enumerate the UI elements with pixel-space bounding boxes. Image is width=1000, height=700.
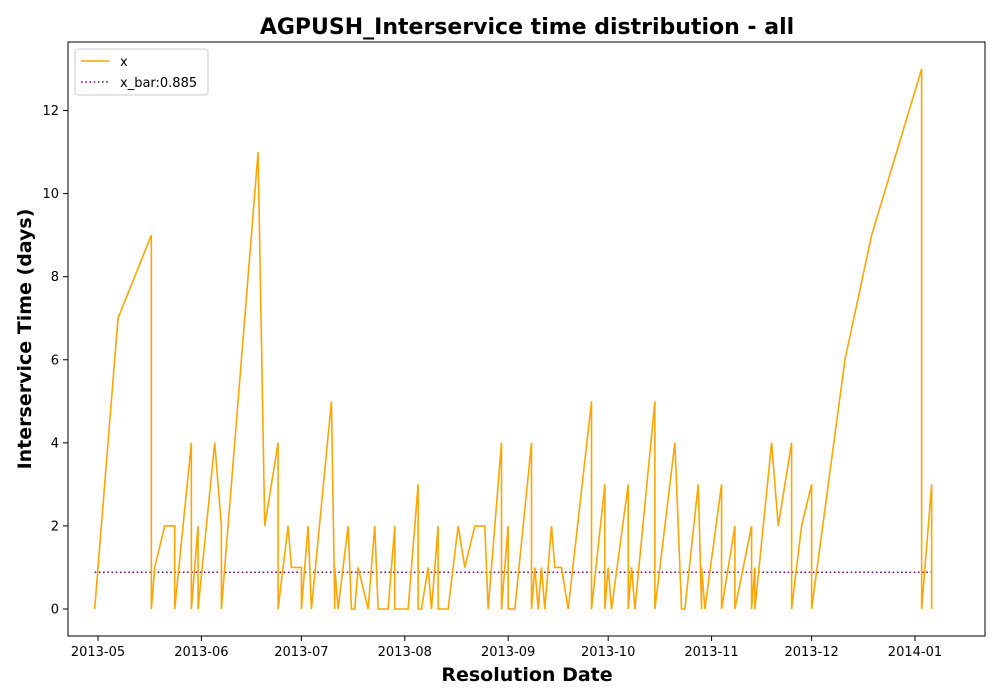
x-axis: 2013-05 2013-06 2013-07 2013-08 2013-09 2013-…: [71, 636, 942, 660]
y-axis: 0 2 4 6 8 10 12: [42, 104, 68, 617]
x-tick-label: 2013-06: [174, 645, 228, 660]
x-tick-label: 2013-05: [71, 645, 125, 660]
y-tick-label: 8: [51, 270, 59, 285]
legend-label-x: x: [120, 55, 128, 70]
y-tick-label: 6: [51, 353, 59, 368]
y-tick-label: 2: [51, 519, 59, 534]
x-axis-label: Resolution Date: [441, 664, 612, 686]
x-tick-label: 2013-11: [684, 645, 738, 660]
legend-label-mean: x_bar:0.885: [120, 76, 197, 91]
x-tick-label: 2013-07: [274, 645, 328, 660]
chart-title: AGPUSH_Interservice time distribution - …: [260, 15, 794, 40]
y-tick-label: 4: [51, 436, 59, 451]
x-tick-label: 2013-12: [784, 645, 838, 660]
y-tick-label: 10: [42, 187, 59, 202]
x-tick-label: 2014-01: [888, 645, 942, 660]
x-tick-label: 2013-10: [581, 645, 635, 660]
y-axis-label: Interservice Time (days): [14, 209, 36, 470]
plot-area: [68, 42, 985, 636]
x-tick-label: 2013-08: [378, 645, 432, 660]
y-tick-label: 12: [42, 104, 59, 119]
legend: x x_bar:0.885: [75, 49, 208, 95]
y-tick-label: 0: [51, 603, 59, 618]
x-tick-label: 2013-09: [481, 645, 535, 660]
